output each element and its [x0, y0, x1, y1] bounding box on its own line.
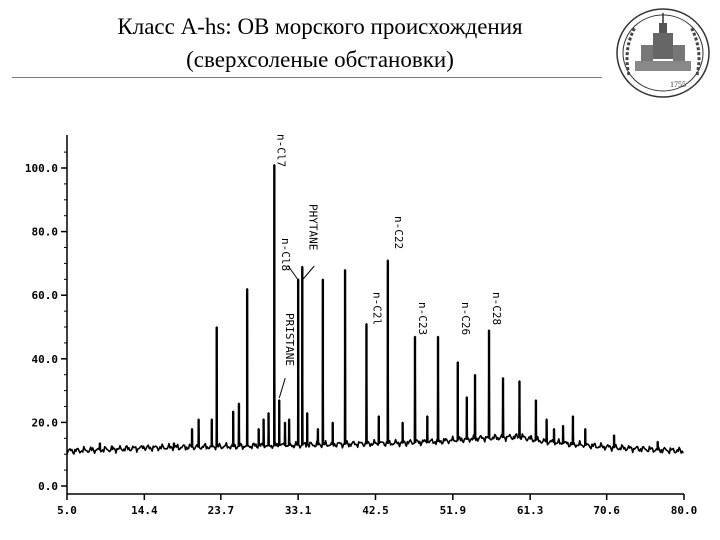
y-tick-label: 20.0 [32, 416, 59, 429]
y-tick-label: 80.0 [32, 226, 59, 239]
slide-title: Класс A-hs: ОВ морского происхождения (с… [40, 10, 600, 76]
x-tick-label: 23.7 [208, 504, 235, 517]
pristane-arrow [278, 377, 286, 399]
title-divider [12, 77, 602, 78]
peak-label: n-C26 [459, 302, 472, 335]
peak-label: n-Cl7 [274, 134, 287, 167]
x-tick-label: 42.5 [362, 504, 389, 517]
peak-label: n-C23 [416, 302, 429, 335]
y-tick-label: 100.0 [25, 162, 58, 175]
y-tick-label: 60.0 [32, 289, 59, 302]
x-axis: 5.0 14.4 23.7 33.1 42.5 51.9 61.3 70.6 80.0 [57, 493, 698, 517]
peak-label: PHYTANE [306, 204, 319, 250]
slide-title-line-2: (сверхсоленые обстановки) [186, 47, 454, 72]
x-tick-label: 51.9 [440, 504, 467, 517]
x-tick-label: 80.0 [671, 504, 698, 517]
x-tick-label: 61.3 [517, 504, 544, 517]
x-tick-label: 5.0 [57, 504, 77, 517]
peak-label: n-C22 [392, 216, 405, 249]
slide-title-line-1: Класс A-hs: ОВ морского происхождения [117, 14, 523, 39]
y-tick-label: 0.0 [38, 480, 58, 493]
y-axis: 0.0 20.0 40.0 60.0 80.0 100.0 [25, 135, 68, 494]
emblem-year: 1755 [670, 80, 686, 89]
peak-label: n-C2l [371, 292, 384, 325]
university-emblem-icon: 1755 [616, 8, 710, 98]
trace-line [66, 164, 684, 455]
x-tick-label: 33.1 [285, 504, 312, 517]
peak-label: n-Cl8 [279, 238, 292, 271]
phytane-arrow [301, 265, 315, 281]
peak-label: n-C28 [490, 292, 503, 325]
x-tick-label: 70.6 [593, 504, 620, 517]
n-cl8-arrow [287, 265, 299, 281]
x-tick-label: 14.4 [131, 504, 158, 517]
peak-annotations: n-Cl7 n-Cl8 PHYTANE PRISTANE n-C2l n-C22 n-C23… [274, 134, 503, 399]
y-tick-label: 40.0 [32, 353, 59, 366]
peak-label: PRISTANE [283, 313, 296, 366]
chromatogram-chart: 0.0 20.0 40.0 60.0 80.0 100.0 5.0 14.4 23.7 33.1… [25, 134, 698, 517]
chromatogram-trace [66, 164, 684, 455]
